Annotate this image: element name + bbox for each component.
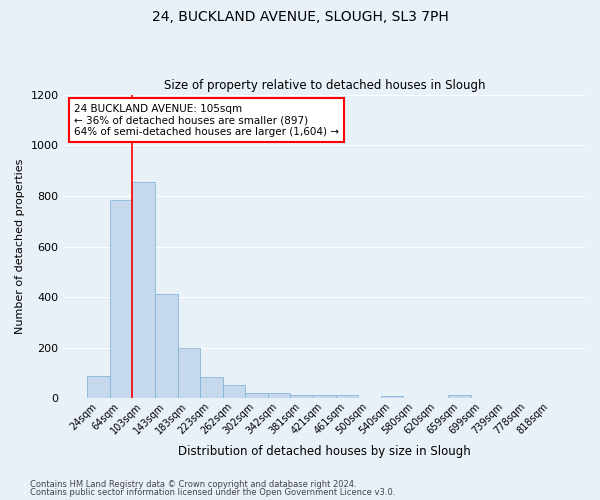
Bar: [87, 376, 110, 398]
Bar: [133, 182, 155, 398]
Bar: [155, 294, 178, 399]
Text: 24 BUCKLAND AVENUE: 105sqm
← 36% of detached houses are smaller (897)
64% of sem: 24 BUCKLAND AVENUE: 105sqm ← 36% of deta…: [74, 104, 339, 137]
Text: Contains public sector information licensed under the Open Government Licence v3: Contains public sector information licen…: [30, 488, 395, 497]
Bar: [110, 200, 133, 398]
Title: Size of property relative to detached houses in Slough: Size of property relative to detached ho…: [164, 79, 485, 92]
Bar: [223, 385, 245, 398]
Bar: [290, 396, 313, 398]
Bar: [335, 396, 358, 398]
Bar: [381, 396, 403, 398]
Bar: [245, 394, 268, 398]
Y-axis label: Number of detached properties: Number of detached properties: [15, 159, 25, 334]
Text: Contains HM Land Registry data © Crown copyright and database right 2024.: Contains HM Land Registry data © Crown c…: [30, 480, 356, 489]
Text: 24, BUCKLAND AVENUE, SLOUGH, SL3 7PH: 24, BUCKLAND AVENUE, SLOUGH, SL3 7PH: [152, 10, 448, 24]
X-axis label: Distribution of detached houses by size in Slough: Distribution of detached houses by size …: [178, 444, 470, 458]
Bar: [313, 396, 335, 398]
Bar: [200, 378, 223, 398]
Bar: [178, 348, 200, 399]
Bar: [448, 396, 471, 398]
Bar: [268, 394, 290, 398]
